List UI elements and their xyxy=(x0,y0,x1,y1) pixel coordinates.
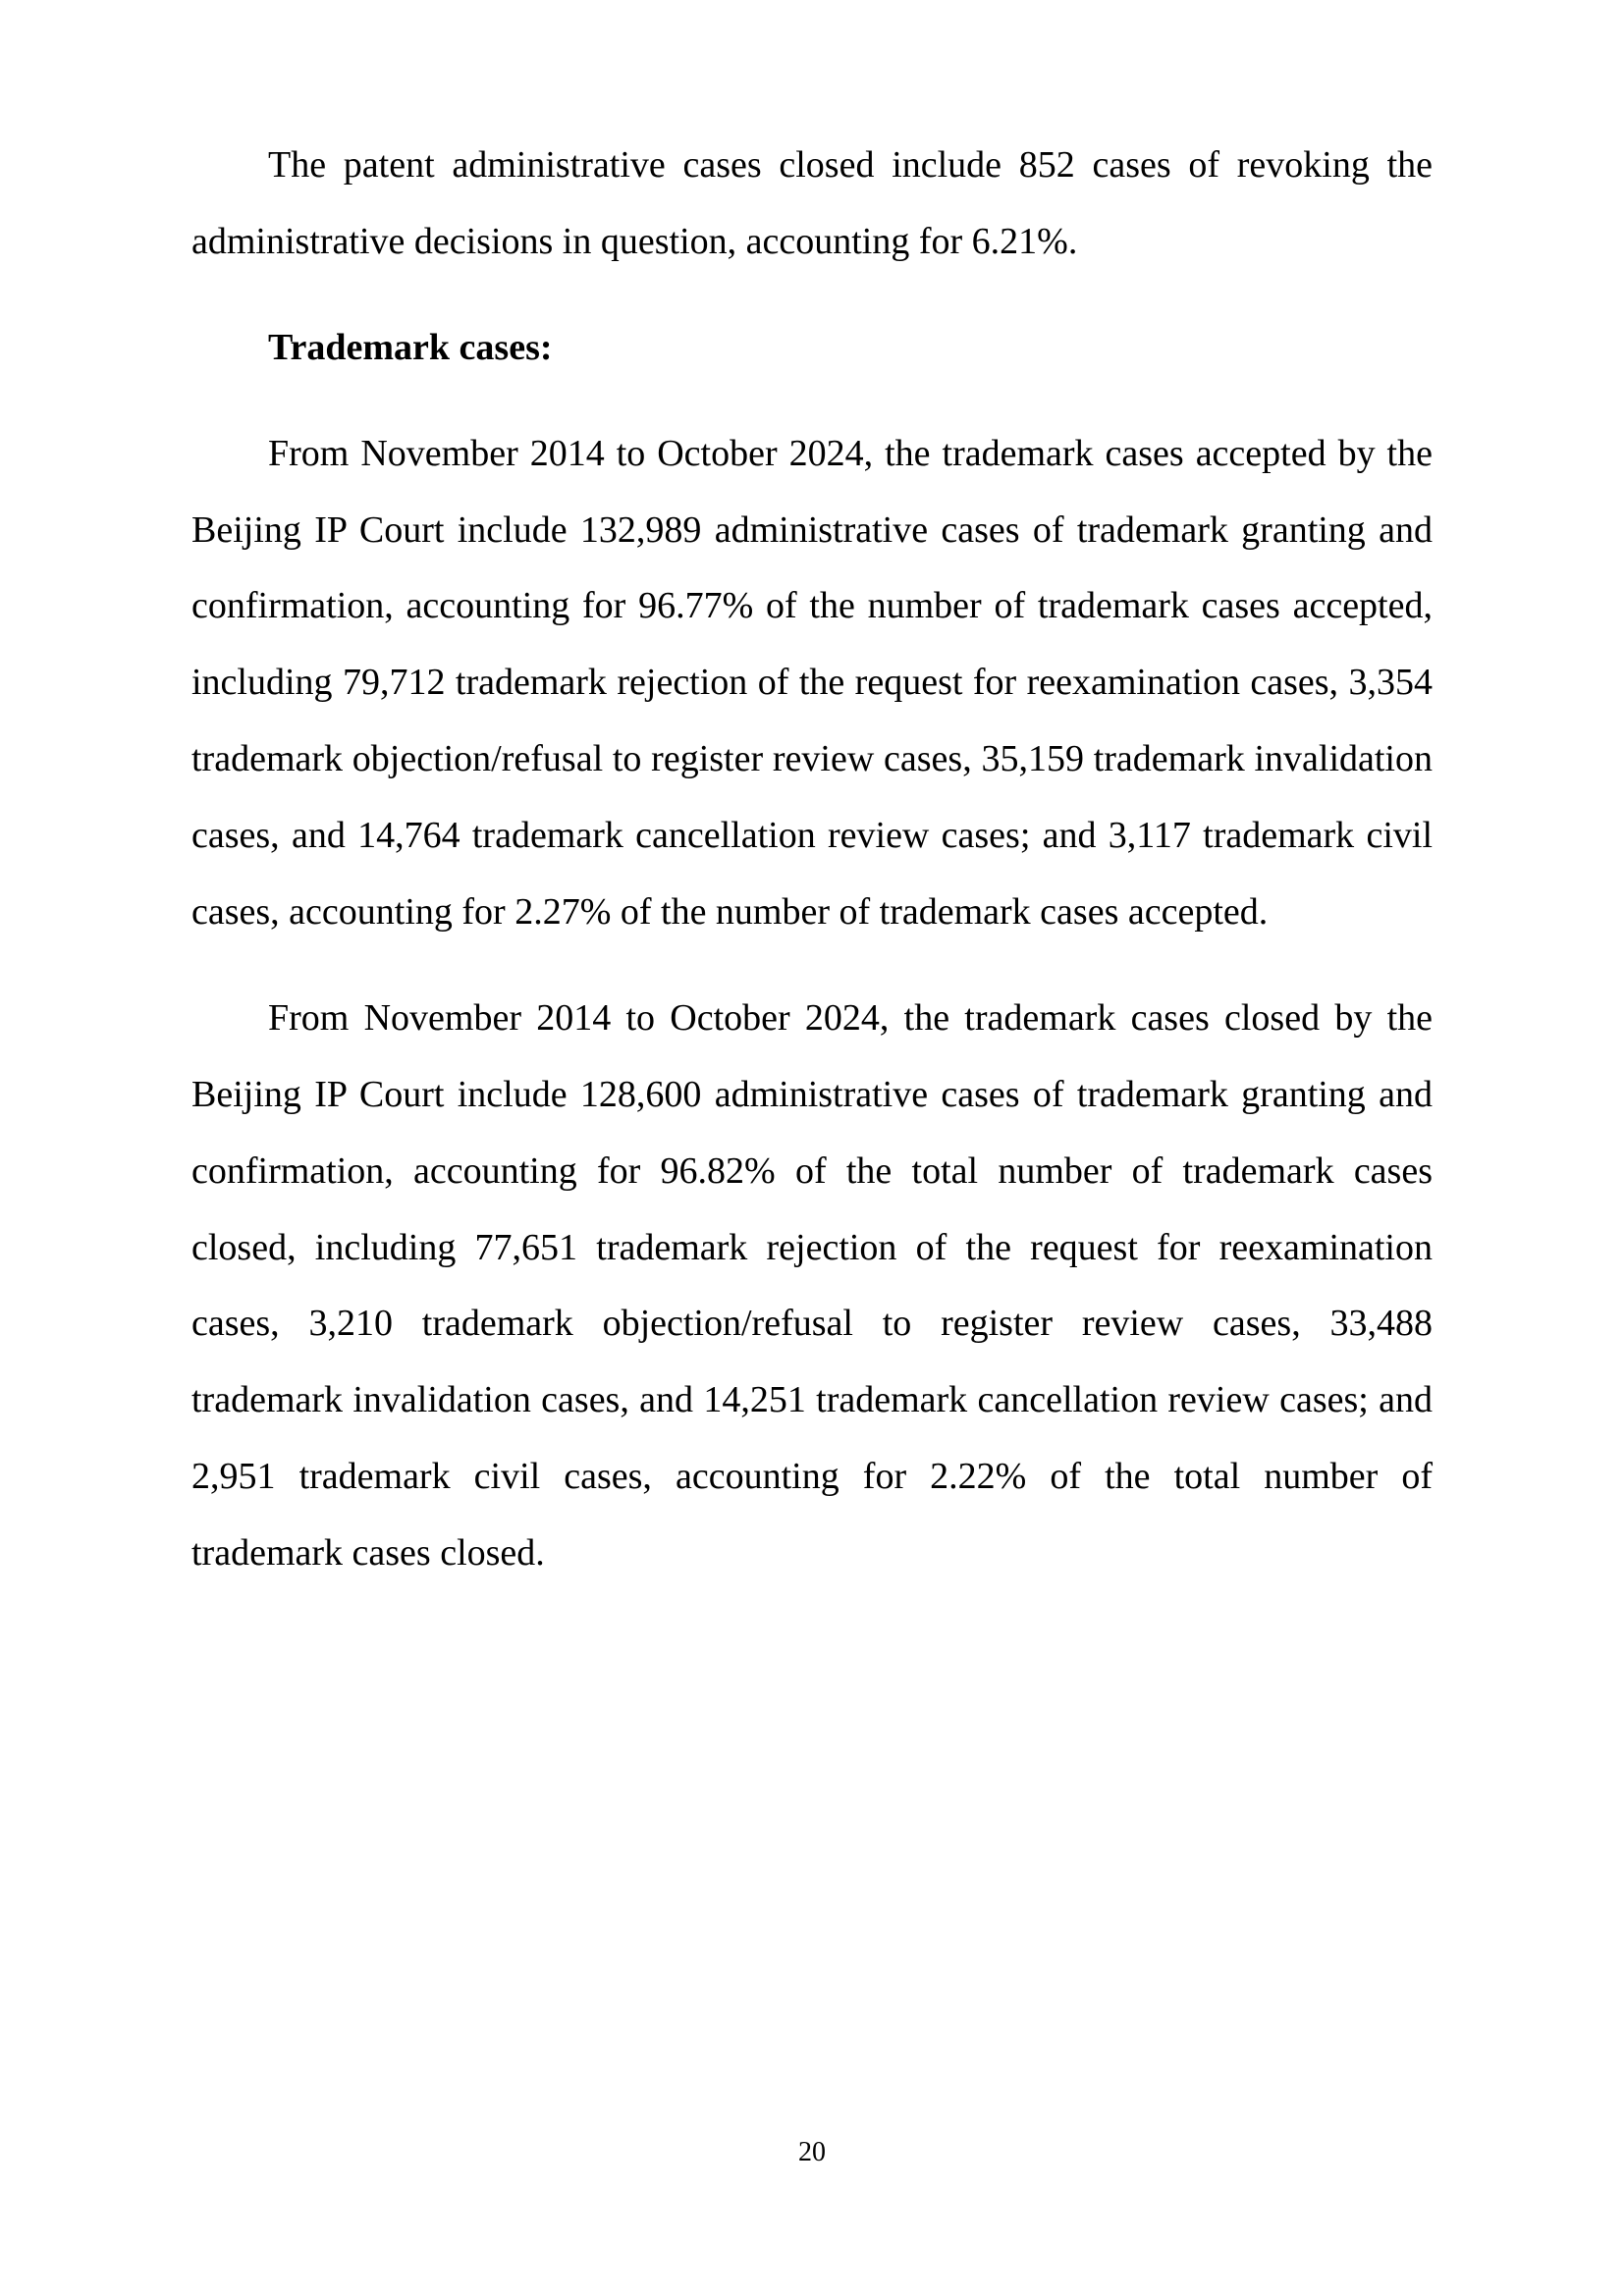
body-paragraph: From November 2014 to October 2024, the … xyxy=(191,416,1433,951)
page-number: 20 xyxy=(0,2137,1624,2168)
section-heading: Trademark cases: xyxy=(191,310,1433,387)
body-paragraph: From November 2014 to October 2024, the … xyxy=(191,981,1433,1592)
document-page: The patent administrative cases closed i… xyxy=(0,0,1624,2296)
body-paragraph: The patent administrative cases closed i… xyxy=(191,128,1433,281)
